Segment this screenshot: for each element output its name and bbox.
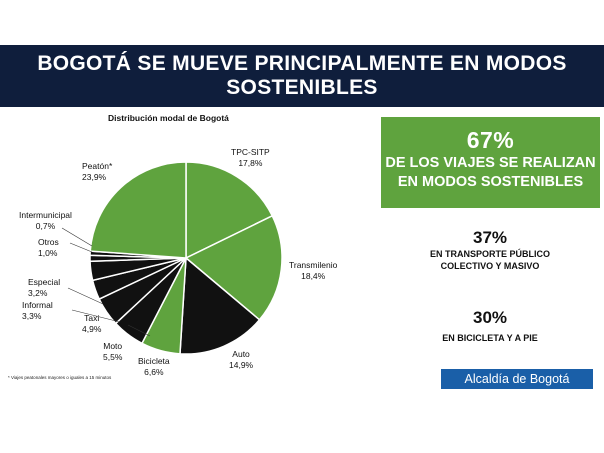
label-tpc-sitp: TPC-SITP 17,8% — [231, 147, 270, 168]
stat-public-transport-percent: 37% — [472, 228, 508, 247]
stat-bike-walk-percent: 30% — [472, 308, 508, 327]
title-banner: BOGOTÁ SE MUEVE PRINCIPALMENTE EN MODOS … — [0, 45, 604, 107]
pie-slice-transmilenio — [184, 214, 283, 321]
banner-line-1: BOGOTÁ SE MUEVE PRINCIPALMENTE EN MODOS — [37, 52, 567, 75]
highlight-line-1: DE LOS VIAJES SE REALIZAN — [385, 155, 596, 171]
label-taxi: Taxi 4,9% — [82, 313, 102, 334]
stat-public-transport: 37% EN TRANSPORTE PÚBLICO COLECTIVO Y MA… — [425, 228, 555, 272]
label-bicicleta: Bicicleta 6,6% — [138, 356, 170, 377]
label-transmilenio: Transmilenio 18,4% — [289, 260, 338, 281]
pie-slice-auto — [179, 256, 261, 355]
highlight-line-2: EN MODOS SOSTENIBLES — [397, 174, 584, 190]
label-peaton: Peatón* 23,9% — [82, 161, 113, 182]
leader-line — [127, 324, 151, 337]
label-otros: Otros 1,0% — [38, 237, 59, 258]
leader-line — [69, 242, 93, 253]
leader-line — [67, 287, 104, 305]
stat-public-transport-line-1: EN TRANSPORTE PÚBLICO — [429, 249, 550, 259]
highlight-box: 67% DE LOS VIAJES SE REALIZAN EN MODOS S… — [381, 117, 600, 208]
leader-line — [61, 227, 93, 247]
stat-bike-walk: 30% EN BICICLETA Y A PIE — [425, 308, 555, 344]
stat-public-transport-line-2: COLECTIVO Y MASIVO — [440, 261, 540, 271]
label-intermunicipal: Intermunicipal 0,7% — [19, 210, 72, 231]
label-auto: Auto 14,9% — [229, 349, 254, 370]
label-informal: Informal 3,3% — [22, 300, 53, 321]
pie-slice-peat-n — [89, 161, 187, 259]
banner-line-2: SOSTENIBLES — [226, 76, 378, 99]
alcaldia-logo: Alcaldía de Bogotá — [441, 369, 593, 389]
label-especial: Especial 3,2% — [28, 277, 61, 298]
stat-bike-walk-line-1: EN BICICLETA Y A PIE — [442, 333, 538, 343]
chart-title: Distribución modal de Bogotá — [108, 113, 229, 123]
highlight-percent: 67% — [466, 127, 515, 153]
label-moto: Moto 5,5% — [103, 341, 123, 362]
pie-slice-tpc-sitp — [185, 161, 274, 260]
leader-line — [71, 309, 121, 323]
chart-footnote: * Viajes peatonales mayores o iguales a … — [8, 375, 112, 380]
